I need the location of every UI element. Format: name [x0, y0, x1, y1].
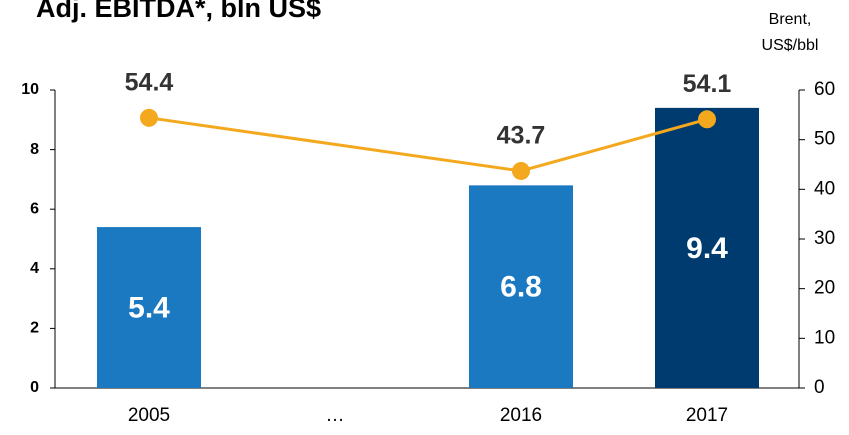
y-tick-label: 2	[30, 320, 39, 337]
line	[148, 116, 708, 173]
bar-value-label: 6.8	[500, 271, 542, 304]
line-point	[698, 110, 716, 129]
y2-axis-label: Brent,	[769, 11, 812, 28]
y-tick-label: 0	[30, 379, 39, 396]
bar-value-label: 5.4	[128, 291, 170, 324]
x-tick-label: 2017	[686, 405, 728, 426]
x-tick-label: 2016	[500, 405, 542, 426]
y-tick-label: 8	[30, 141, 39, 158]
y2-tick-label: 0	[814, 377, 825, 398]
line-value-label: 43.7	[497, 122, 546, 150]
y2-tick-label: 10	[814, 327, 835, 348]
y2-tick-label: 20	[814, 278, 835, 299]
bar	[655, 107, 759, 388]
y2-tick-label: 40	[814, 178, 835, 199]
line-point	[512, 161, 530, 180]
line-point	[140, 108, 158, 127]
y-tick-label: 4	[30, 260, 39, 277]
y2-tick-label: 60	[814, 79, 835, 100]
x-tick-label: 2005	[128, 405, 170, 426]
y2-tick-label: 30	[814, 228, 835, 249]
line-value-label: 54.4	[125, 68, 174, 96]
y-tick-label: 6	[30, 200, 39, 217]
line-value-label: 54.1	[683, 70, 732, 98]
y2-axis-label: US$/bbl	[762, 37, 819, 54]
bar-value-label: 9.4	[686, 232, 728, 265]
y2-tick-label: 50	[814, 129, 835, 150]
x-tick-label: …	[326, 405, 345, 426]
chart-title: Adj. EBITDA*, bln US$	[36, 0, 321, 23]
bar	[469, 185, 573, 388]
y-tick-label: 10	[21, 81, 39, 98]
bar	[97, 227, 201, 388]
